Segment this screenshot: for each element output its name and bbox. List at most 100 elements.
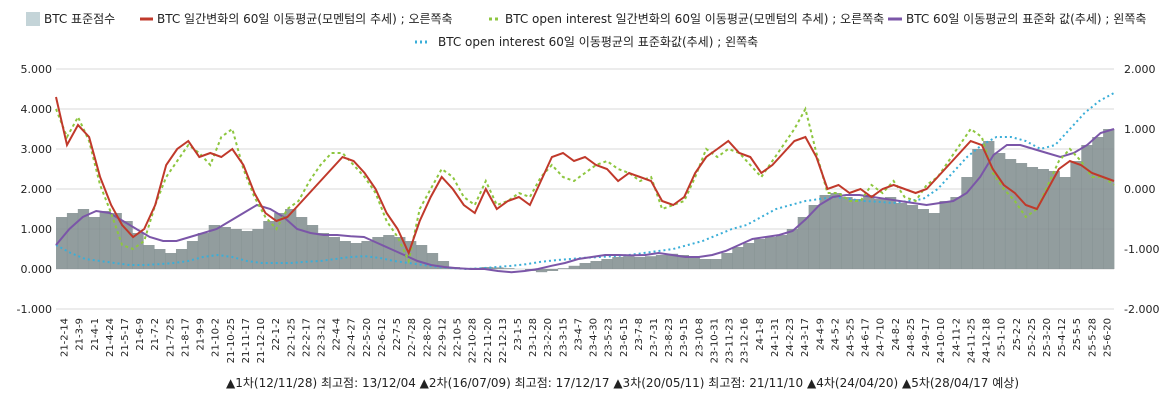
area-bar (917, 209, 929, 269)
legend-swatch-area (26, 12, 40, 26)
legend-label-std: BTC 60일 이동평균의 표준화 값(추세) ; 왼쪽축 (906, 12, 1146, 26)
area-bar (110, 213, 122, 269)
area-bar (274, 213, 286, 269)
left-tick-label: 2.000 (21, 183, 53, 196)
x-tick-label: 24-7-10 (876, 318, 887, 357)
area-bar (481, 267, 493, 269)
legend-label-momentum: BTC 일간변화의 60일 이동평균(모멘텀의 추세) ; 오른쪽축 (157, 12, 453, 26)
footnote: ▲1차(12/11/28) 최고점: 13/12/04 ▲2차(16/07/09… (226, 376, 1019, 390)
area-bar (797, 217, 809, 269)
area-bar (895, 203, 908, 269)
x-tick-label: 22-7-5 (392, 318, 403, 351)
x-tick-label: 21-10-2 (211, 318, 222, 357)
x-tick-label: 22-3-12 (317, 318, 328, 357)
x-tick-label: 22-12-13 (498, 318, 509, 363)
area-bar (415, 245, 428, 269)
x-tick-label: 24-9-17 (921, 318, 932, 357)
area-bar (786, 229, 799, 269)
right-tick-label: 1.000 (1124, 123, 1156, 136)
x-tick-label: 25-2-25 (1027, 318, 1038, 357)
x-tick-label: 25-3-20 (1042, 318, 1053, 357)
area-bar (568, 265, 580, 269)
area-bar (939, 201, 951, 269)
right-tick-label: 2.000 (1124, 63, 1156, 76)
area-bar (601, 259, 613, 269)
area-bar (535, 269, 548, 273)
x-tick-label: 23-10-8 (694, 318, 705, 357)
x-tick-label: 22-4-4 (332, 318, 343, 351)
x-tick-label: 22-11-20 (483, 318, 494, 363)
area-bar (688, 257, 700, 269)
x-tick-label: 24-1-31 (770, 318, 781, 357)
area-bar (546, 269, 559, 271)
area-bar (328, 237, 340, 269)
right-tick-label: 0.000 (1124, 183, 1156, 196)
x-tick-label: 22-9-12 (437, 318, 448, 357)
x-tick-label: 23-4-7 (573, 318, 584, 351)
area-bar (241, 231, 253, 269)
legend-label-oi: BTC open interest 일간변화의 60일 이동평균(모멘텀의 추세… (505, 12, 884, 26)
x-tick-label: 23-1-5 (513, 318, 524, 351)
area-bar (88, 217, 101, 269)
area-bar (623, 256, 635, 269)
x-tick-label: 21-2-14 (60, 318, 71, 357)
x-tick-label: 23-12-16 (740, 318, 751, 363)
right-tick-label: -2.000 (1124, 303, 1159, 316)
area-bar (219, 227, 231, 269)
area-bar (764, 237, 777, 269)
x-tick-label: 22-10-5 (453, 318, 464, 357)
area-bar (56, 217, 68, 269)
area-bar (175, 249, 188, 269)
area-bar (972, 149, 984, 269)
area-bar (426, 253, 439, 269)
momentum-line (55, 96, 1115, 256)
area-bar (1026, 167, 1039, 269)
area-bar (372, 237, 384, 269)
x-tick-label: 24-5-2 (830, 318, 841, 351)
area-bar (928, 213, 940, 269)
x-tick-label: 21-7-2 (150, 318, 161, 351)
x-tick-label: 23-8-23 (664, 318, 675, 357)
area-bar (1004, 159, 1017, 269)
x-tick-label: 23-7-31 (649, 318, 660, 357)
x-tick-label: 25-1-10 (997, 318, 1008, 357)
area-bar (721, 253, 733, 269)
area-bar (754, 239, 766, 269)
area-bar (1081, 145, 1093, 269)
area-bar (437, 261, 450, 269)
area-bar (884, 197, 897, 269)
x-tick-label: 23-2-20 (543, 318, 554, 357)
x-tick-label: 23-9-15 (679, 318, 690, 357)
x-tick-label: 24-1-8 (755, 318, 766, 351)
x-tick-label: 21-11-17 (241, 318, 252, 363)
area-bar (819, 195, 831, 269)
area-bar (339, 241, 351, 269)
x-tick-label: 23-3-15 (558, 318, 569, 357)
area-bar (285, 209, 297, 269)
x-tick-label: 22-1-25 (286, 318, 297, 357)
area-bar (1103, 129, 1115, 269)
x-tick-label: 21-10-25 (226, 318, 237, 363)
x-tick-label: 22-7-28 (407, 318, 418, 357)
area-bar (121, 221, 133, 269)
x-tick-label: 24-8-2 (891, 318, 902, 351)
area-bar (77, 209, 90, 269)
area-bar (361, 241, 373, 269)
gridlines (56, 68, 1114, 310)
area-bar (808, 205, 820, 269)
left-axis: -1.000 0.000 1.000 2.000 3.000 4.000 5.000 (17, 63, 52, 316)
area-bar (994, 153, 1006, 269)
x-tick-label: 24-12-18 (982, 318, 993, 363)
area-bar (132, 233, 144, 269)
x-tick-label: 24-5-25 (846, 318, 857, 357)
area-bar (699, 259, 711, 269)
area-bar (186, 241, 199, 269)
right-axis: -2.000 -1.000 0.000 1.000 2.000 (1124, 63, 1159, 316)
oi-momentum-line (55, 106, 1115, 265)
x-tick-label: 23-5-23 (604, 318, 615, 357)
x-tick-label: 22-6-12 (377, 318, 388, 357)
area-bar (644, 256, 657, 269)
x-tick-label: 23-4-30 (589, 318, 600, 357)
x-tick-label: 21-3-9 (75, 318, 86, 351)
